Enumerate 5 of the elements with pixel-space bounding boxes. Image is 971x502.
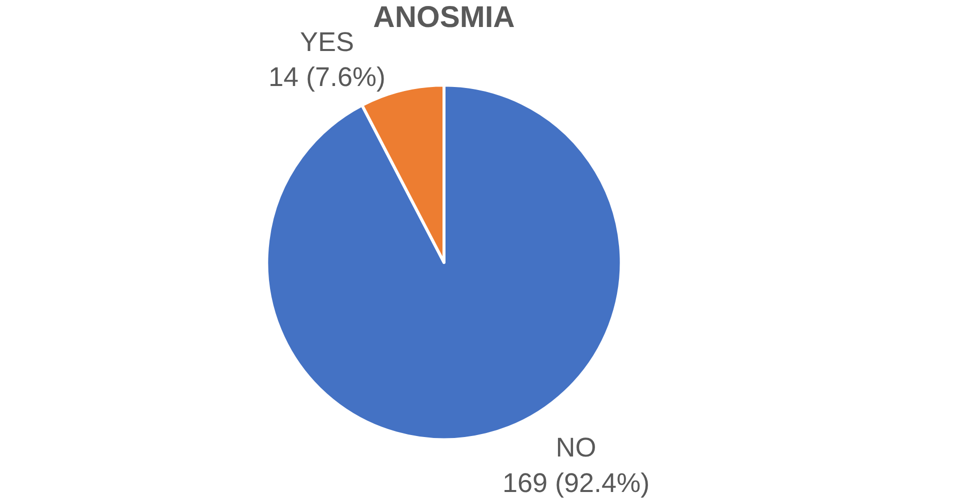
chart-title: ANOSMIA [373, 1, 515, 34]
slice-label: YES [300, 26, 354, 57]
data-label: 169 (92.4%) [502, 468, 650, 498]
slice-label: NO [556, 432, 596, 463]
data-label: 14 (7.6%) [268, 62, 386, 92]
